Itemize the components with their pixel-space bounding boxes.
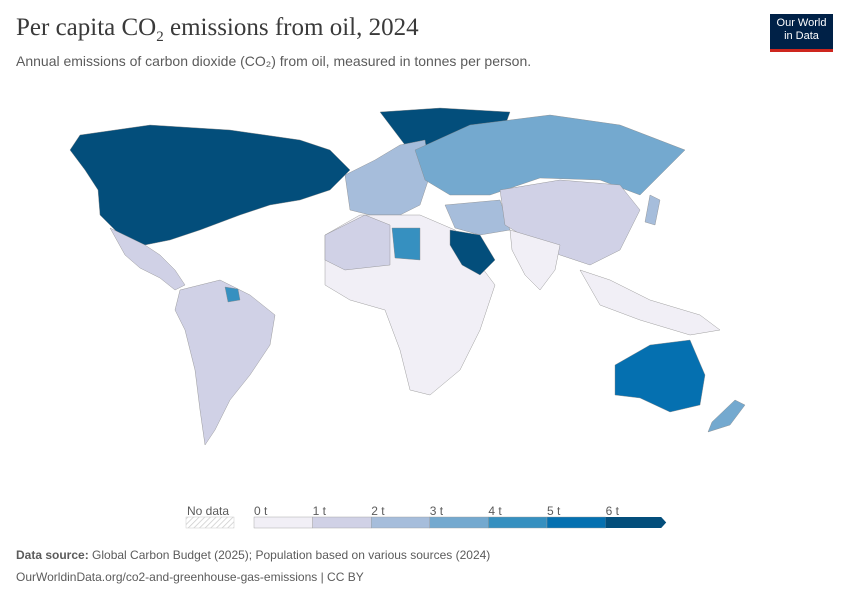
region-mexico-central-america bbox=[109, 227, 186, 291]
legend-tick-label: 5 t bbox=[547, 504, 561, 518]
legend-bin-3[interactable] bbox=[429, 516, 489, 529]
legend-bin-4[interactable] bbox=[488, 516, 548, 529]
legend-bin-2[interactable] bbox=[371, 516, 431, 529]
legend-no-data-label: No data bbox=[187, 504, 229, 518]
region-australia bbox=[614, 339, 706, 413]
world-map[interactable] bbox=[0, 95, 850, 445]
region-north-america bbox=[69, 124, 351, 246]
region-india bbox=[509, 229, 561, 291]
region-saudi-arabia bbox=[449, 229, 496, 276]
region-north-africa bbox=[324, 214, 391, 271]
legend-tick-label: 0 t bbox=[254, 504, 268, 518]
data-source: Data source: Global Carbon Budget (2025)… bbox=[16, 548, 491, 562]
region-europe bbox=[344, 139, 431, 216]
legend-tick-label: 2 t bbox=[371, 504, 385, 518]
region-russia bbox=[414, 114, 686, 196]
chart-title: Per capita CO2 emissions from oil, 2024 bbox=[16, 14, 419, 45]
chart-subtitle: Annual emissions of carbon dioxide (CO₂)… bbox=[16, 53, 532, 69]
legend-bin-1[interactable] bbox=[312, 516, 372, 529]
color-legend: No data 0 t 1 t 2 t 3 t 4 t 5 t 6 t bbox=[185, 504, 667, 529]
region-libya bbox=[391, 227, 421, 261]
region-south-america bbox=[174, 279, 276, 445]
legend-bin-5[interactable] bbox=[546, 516, 606, 529]
legend-tick-label: 3 t bbox=[430, 504, 444, 518]
legend-bin-0[interactable] bbox=[253, 516, 313, 529]
legend-bin-6[interactable] bbox=[605, 517, 667, 528]
legend-no-data-swatch bbox=[185, 516, 235, 529]
legend-tick-label: 6 t bbox=[606, 504, 620, 518]
legend-tick-label: 1 t bbox=[313, 504, 327, 518]
owid-logo[interactable]: Our World in Data bbox=[770, 14, 833, 52]
region-southeast-asia bbox=[579, 269, 721, 336]
legend-tick-label: 4 t bbox=[488, 504, 502, 518]
region-japan bbox=[644, 194, 661, 226]
region-new-zealand bbox=[707, 399, 746, 433]
source-url[interactable]: OurWorldinData.org/co2-and-greenhouse-ga… bbox=[16, 570, 364, 584]
region-middle-east bbox=[444, 199, 511, 236]
region-suriname bbox=[224, 286, 241, 303]
